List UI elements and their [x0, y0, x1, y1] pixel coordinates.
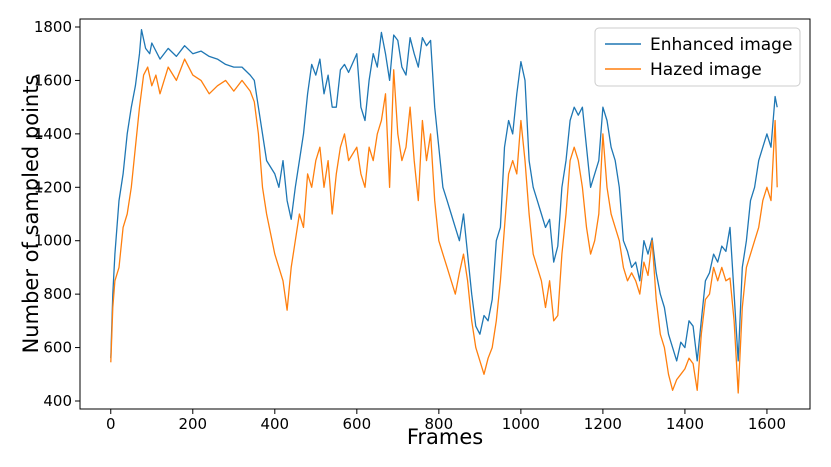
y-tick-label: 1800 — [34, 18, 72, 36]
y-tick-label: 800 — [43, 285, 72, 303]
series-line-enhanced — [110, 29, 778, 362]
y-tick-label: 400 — [43, 392, 72, 410]
plot-frame — [79, 18, 811, 410]
legend: Enhanced image Hazed image — [594, 27, 801, 87]
x-axis-label: Frames — [407, 425, 483, 449]
y-axis-label: Number of sampled points — [19, 75, 43, 354]
x-tick-label: 600 — [343, 415, 372, 433]
y-tick-label: 1200 — [34, 178, 72, 196]
legend-label: Enhanced image — [650, 35, 792, 55]
y-tick-label: 600 — [43, 339, 72, 357]
series-layer — [110, 29, 778, 394]
x-tick-label: 1600 — [748, 415, 786, 433]
series-line-hazed — [110, 58, 778, 394]
y-axis: 400 600 800 1000 1200 1400 1600 1800 — [34, 18, 80, 410]
x-tick-label: 400 — [260, 415, 289, 433]
x-axis: 0 200 400 600 800 1000 1200 1400 1600 — [106, 409, 786, 433]
legend-box — [594, 27, 801, 87]
y-tick-label: 1600 — [34, 71, 72, 89]
y-tick-label: 1000 — [34, 232, 72, 250]
x-tick-label: 200 — [178, 415, 207, 433]
x-tick-label: 1400 — [666, 415, 704, 433]
y-tick-label: 1400 — [34, 125, 72, 143]
x-tick-label: 800 — [425, 415, 454, 433]
x-tick-label: 1000 — [502, 415, 540, 433]
x-tick-label: 0 — [106, 415, 116, 433]
x-tick-label: 1200 — [584, 415, 622, 433]
legend-label: Hazed image — [650, 60, 762, 80]
